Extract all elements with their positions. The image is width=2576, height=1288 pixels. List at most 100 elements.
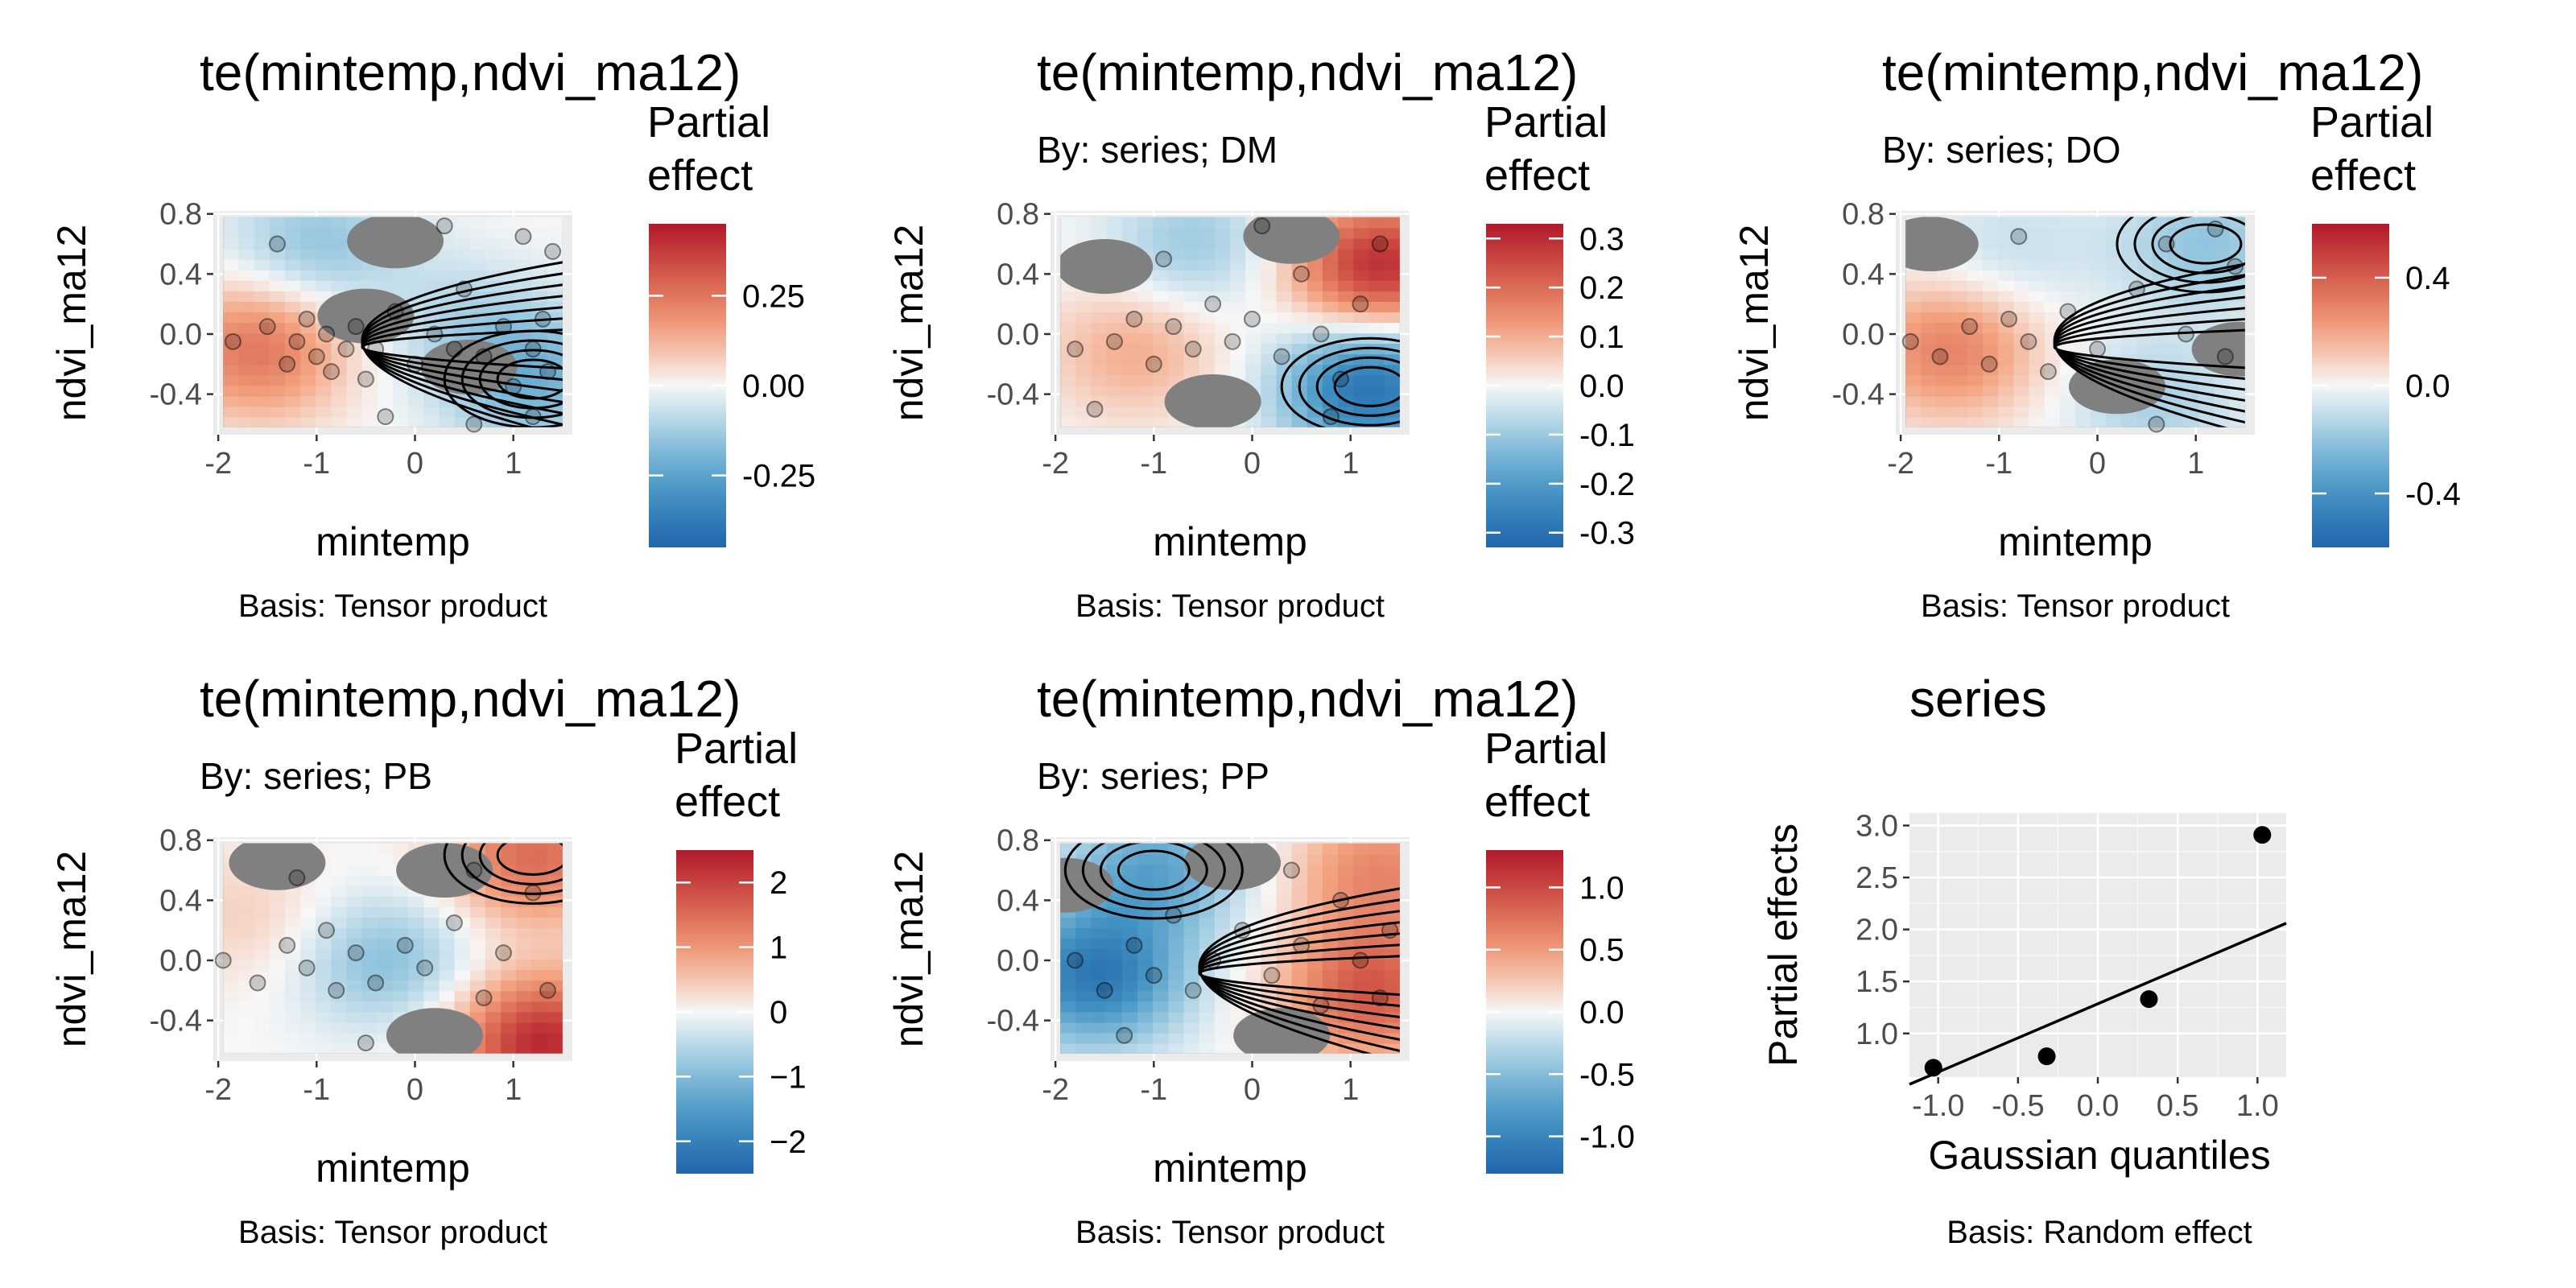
- y-tick-label: 2.0: [1856, 914, 1898, 947]
- surface-cell: [1137, 237, 1154, 250]
- surface-cell: [1230, 269, 1247, 281]
- surface-cell: [1214, 237, 1231, 250]
- surface-cell: [1384, 843, 1400, 844]
- surface-cell: [1307, 322, 1323, 334]
- surface-cell: [1230, 237, 1247, 250]
- surface-cell: [1399, 332, 1400, 345]
- surface-cell: [238, 1032, 255, 1044]
- surface-cell: [1998, 353, 2015, 365]
- surface-missing-region: [396, 843, 493, 898]
- surface-cell: [346, 385, 363, 397]
- surface-cell: [331, 895, 348, 907]
- x-tick-label: -1: [303, 1073, 330, 1107]
- surface-cell: [1905, 332, 1922, 345]
- surface-cell: [547, 853, 563, 865]
- surface-cell: [316, 874, 332, 886]
- surface-cell: [331, 406, 348, 418]
- surface-cell: [1168, 885, 1185, 897]
- surface-cell: [1199, 237, 1216, 250]
- surface-cell: [1091, 938, 1108, 950]
- surface-cell: [2214, 416, 2231, 427]
- surface-cell: [1368, 248, 1385, 260]
- surface-cell: [1307, 864, 1323, 876]
- surface-cell: [254, 395, 270, 407]
- surface-cell: [254, 217, 270, 218]
- surface-cell: [1307, 395, 1323, 407]
- surface-cell: [531, 916, 548, 928]
- surface-cell: [501, 906, 518, 918]
- surface-cell: [1276, 980, 1293, 992]
- surface-cell: [1137, 927, 1154, 939]
- legend-tick-label: 1.0: [1579, 870, 1624, 906]
- contour-line: [2053, 262, 2245, 427]
- surface-cell: [377, 885, 394, 897]
- data-point: [214, 952, 232, 969]
- surface-cell: [469, 927, 486, 939]
- y-tick-label: 0.4: [1842, 258, 1885, 291]
- surface-cell: [1121, 312, 1139, 324]
- surface-cell: [1153, 948, 1170, 960]
- surface-cell: [1153, 258, 1170, 270]
- surface-cell: [1168, 332, 1185, 345]
- surface-cell: [393, 843, 410, 855]
- surface-cell: [377, 864, 394, 876]
- data-point: [328, 981, 345, 999]
- surface-cell: [485, 843, 502, 844]
- surface-cell: [1121, 343, 1139, 355]
- surface-cell: [1183, 1032, 1200, 1044]
- surface-cell: [1153, 959, 1170, 971]
- surface-cell: [393, 843, 410, 844]
- surface-cell: [1199, 1032, 1216, 1044]
- surface-cell: [1060, 938, 1077, 950]
- surface-cell: [300, 948, 317, 960]
- surface-cell: [1261, 258, 1278, 270]
- surface-cell: [284, 1042, 302, 1054]
- surface-cell: [1399, 1032, 1400, 1044]
- surface-cell: [1905, 290, 1922, 302]
- legend-title-line-1: Partial: [1484, 98, 1608, 147]
- surface-cell: [1153, 332, 1170, 345]
- surface-cell: [238, 1011, 255, 1023]
- contour-line: [478, 843, 563, 886]
- surface-cell: [1307, 885, 1323, 897]
- surface-cell: [2244, 237, 2245, 250]
- data-point: [1224, 332, 1241, 350]
- surface-cell: [1091, 416, 1108, 427]
- surface-cell: [469, 959, 486, 971]
- surface-cell: [1368, 312, 1385, 324]
- contour-line: [460, 339, 563, 419]
- surface-cell: [2013, 227, 2030, 239]
- surface-cell: [1106, 385, 1123, 397]
- chart-panel-5: te(mintemp,ndvi_ma12)By: series; PP-2 -1 0…: [886, 670, 1635, 1250]
- surface-cell: [1106, 927, 1123, 939]
- y-axis-label: Partial effects: [1761, 824, 1806, 1067]
- surface-cell: [300, 374, 317, 386]
- surface-cell: [300, 312, 317, 324]
- surface-cell: [454, 227, 471, 239]
- surface-cell: [1307, 416, 1323, 427]
- surface-cell: [1936, 416, 1953, 427]
- surface-cell: [1121, 916, 1139, 928]
- surface-cell: [238, 1022, 255, 1034]
- surface-cell: [1291, 853, 1308, 865]
- chart-panel-4: te(mintemp,ndvi_ma12)By: series; PB-2 -1 0…: [49, 670, 807, 1250]
- surface-cell: [1338, 864, 1355, 876]
- surface-cell: [300, 332, 317, 345]
- surface-cell: [254, 916, 270, 928]
- surface-cell: [501, 916, 518, 928]
- surface-cell: [531, 217, 548, 229]
- surface-cell: [1399, 864, 1400, 876]
- data-point: [1312, 997, 1330, 1014]
- surface-cell: [223, 332, 240, 345]
- surface-cell: [2214, 227, 2231, 239]
- surface-cell: [1168, 353, 1185, 365]
- surface-cell: [346, 895, 363, 907]
- surface-cell: [454, 948, 471, 960]
- surface-cell: [501, 990, 518, 1002]
- surface-cell: [361, 885, 378, 897]
- surface-cell: [2136, 416, 2153, 427]
- surface-cell: [1060, 300, 1077, 313]
- surface-cell: [501, 1022, 518, 1034]
- surface-cell: [1399, 843, 1400, 855]
- surface-cell: [1137, 1022, 1154, 1034]
